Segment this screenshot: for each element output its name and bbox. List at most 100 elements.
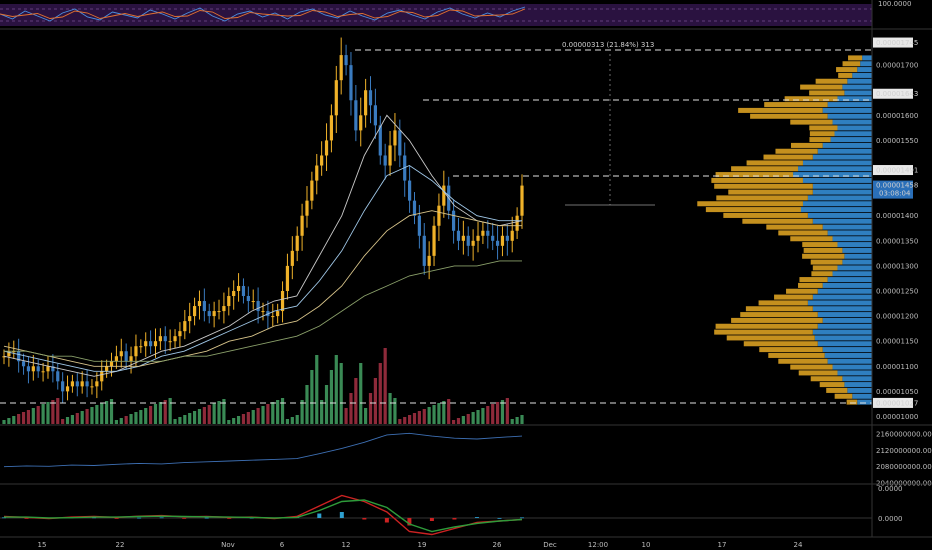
volume-profile-bar-left: [768, 352, 825, 358]
volume-bar: [364, 408, 368, 424]
candle-body: [383, 155, 387, 166]
moving-average-ma_long: [4, 260, 522, 362]
candle-body: [222, 306, 226, 312]
volume-bar: [95, 405, 99, 424]
volume-bar: [378, 363, 382, 424]
candle-body: [95, 381, 99, 387]
volume-bar: [320, 400, 324, 424]
stochastic-pane: 100.0000: [0, 0, 911, 26]
time-axis-label: 15: [38, 541, 47, 549]
volume-bar: [12, 416, 16, 424]
stochastic-axis-label: 100.0000: [878, 0, 911, 8]
volume-bar: [393, 398, 397, 424]
volume-profile-bar-left: [819, 382, 845, 388]
price-axis-label: 0.00001300: [876, 262, 918, 270]
candle-body: [149, 341, 153, 347]
volume-bar: [232, 418, 236, 424]
time-axis-label: 6: [280, 541, 285, 549]
volume-bar: [153, 404, 158, 424]
candle-body: [192, 306, 197, 317]
time-axis-label: Nov: [221, 541, 235, 549]
macd-axis-label-top: 0.0000: [878, 485, 903, 493]
volume-bar: [422, 409, 426, 424]
candle-body: [276, 311, 280, 317]
volume-bar: [31, 408, 35, 424]
candlesticks: [2, 37, 524, 403]
volume-profile-bar-left: [740, 312, 818, 318]
volume-bar: [354, 378, 358, 424]
candle-body: [256, 301, 260, 312]
volume-profile-bar-right: [822, 142, 872, 148]
price-axis-label: 0.00001600: [876, 112, 918, 120]
countdown-label: 03:08:04: [879, 190, 911, 198]
volume-profile-bar-left: [846, 399, 858, 405]
candle-body: [271, 316, 275, 318]
volume-bar: [109, 399, 114, 424]
candle-body: [510, 230, 514, 241]
volume-bar: [51, 400, 55, 424]
volume-profile-bar-left: [766, 224, 823, 230]
candle-body: [500, 235, 505, 246]
volume-profile-bar-left: [836, 67, 858, 73]
volume-bar: [85, 409, 89, 424]
volume-profile-bar-right: [812, 189, 872, 195]
volume-bar: [217, 401, 221, 424]
price-axis-label: 0.00001550: [876, 137, 918, 145]
volume-profile-bar-right: [857, 399, 872, 405]
volume-profile-bar-left: [811, 271, 833, 277]
macd-histogram-bar: [137, 517, 142, 519]
volume-profile-bar-left: [838, 72, 853, 78]
candle-body: [471, 240, 475, 246]
candle-body: [481, 230, 485, 236]
volume-bar: [290, 417, 294, 424]
volume-profile-bar-left: [774, 294, 813, 300]
volume-profile-bar-right: [827, 113, 872, 119]
macd-histogram-bar: [182, 518, 187, 519]
candle-body: [12, 351, 16, 353]
measure-label: 0.00000313 (21.84%) 313: [562, 41, 654, 49]
volume-bar: [227, 420, 231, 424]
macd-histogram-bar: [474, 517, 479, 518]
volume-bars: [2, 348, 524, 424]
macd-histogram-bar: [384, 518, 389, 523]
volume-profile-bar-left: [790, 364, 833, 370]
macd-histogram-bar: [317, 513, 322, 518]
candle-body: [505, 235, 509, 241]
stochastic-d-line: [0, 8, 526, 19]
candle-body: [26, 366, 31, 372]
volume-bar: [466, 414, 470, 424]
macd-histogram-bar: [204, 517, 209, 519]
macd-histogram-bar: [24, 518, 29, 519]
candle-body: [300, 215, 304, 236]
candle-body: [178, 331, 182, 337]
candle-body: [491, 235, 495, 241]
volume-profile-bar-right: [812, 294, 872, 300]
volume-bar: [7, 418, 11, 424]
time-axis-label: 22: [116, 541, 125, 549]
volume-profile-bar-right: [822, 107, 872, 113]
candle-body: [163, 336, 167, 342]
volume-profile-bar-right: [822, 282, 872, 288]
macd-histogram-bar: [362, 518, 367, 520]
volume-profile-bar-right: [827, 277, 872, 283]
volume-bar: [334, 355, 338, 424]
volume-profile-bar-right: [827, 102, 872, 108]
candle-body: [114, 356, 118, 362]
volume-profile-bar-left: [802, 253, 845, 259]
volume-bar: [246, 412, 250, 424]
volume-bar: [17, 414, 21, 424]
volume-profile-bar-right: [817, 341, 872, 347]
macd-histogram-bar: [407, 518, 412, 526]
volume-profile-bar-left: [723, 212, 808, 218]
volume-bar: [56, 398, 60, 424]
volume-profile-bar-right: [842, 247, 872, 253]
volume-profile-bar-left: [778, 358, 828, 364]
volume-profile-bar-right: [824, 352, 872, 358]
candle-body: [70, 381, 75, 387]
volume-bar: [119, 418, 123, 424]
volume-bar: [2, 420, 6, 424]
candle-body: [21, 361, 26, 367]
volume-profile-bar-left: [714, 329, 813, 335]
macd-pane: 0.0000 0.0000: [0, 485, 903, 536]
